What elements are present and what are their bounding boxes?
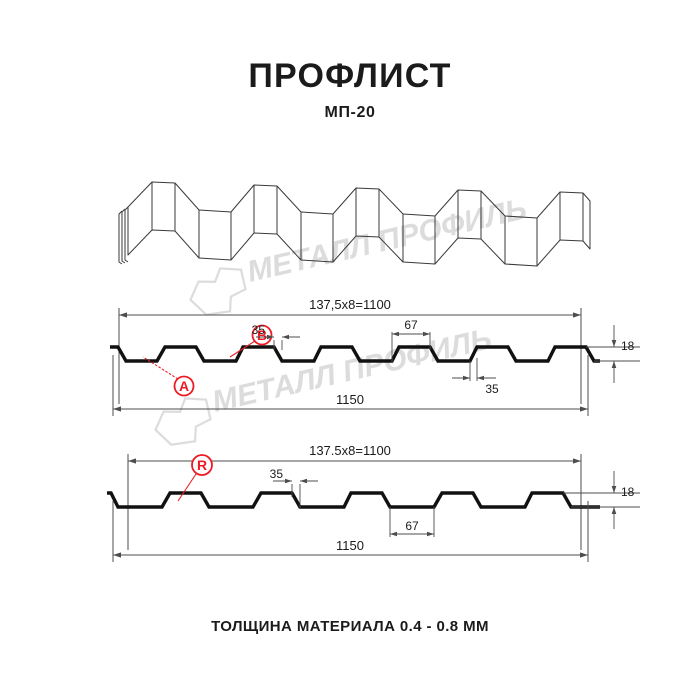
dim-bottom-2-label: 1150 <box>336 538 364 553</box>
watermark-logo-icon <box>189 267 247 316</box>
dim-rib-2-label: 35 <box>270 467 284 481</box>
watermark-group: МЕТАЛЛ ПРОФИЛЬ МЕТАЛЛ ПРОФИЛЬ <box>154 192 530 446</box>
dim-height-2 <box>563 471 640 529</box>
dim-height-1 <box>586 325 640 383</box>
profile-r-section <box>107 491 600 509</box>
marker-r: R <box>177 454 213 502</box>
marker-a: A <box>142 356 195 397</box>
marker-r-label: R <box>197 457 207 473</box>
dim-valley-1 <box>391 331 431 362</box>
profile-a-group: 137,5x8=1100 A B <box>110 297 640 416</box>
marker-r-circle <box>191 454 213 476</box>
marker-a-label: A <box>179 378 189 394</box>
dim-rib-2 <box>273 478 318 508</box>
dim-height-2-label: 18 <box>621 485 635 499</box>
dim-top-2-label: 137.5x8=1100 <box>309 443 391 458</box>
profile-a-section <box>110 345 600 363</box>
watermark-logo-icon <box>154 397 212 446</box>
dim-top-1 <box>118 308 582 404</box>
dim-bottom-1-label: 1150 <box>336 392 364 407</box>
dim-rib-1-lower-label: 35 <box>485 382 499 396</box>
thickness-note: ТОЛЩИНА МАТЕРИАЛА 0.4 - 0.8 ММ <box>211 618 489 635</box>
profile-r-group: 137.5x8=1100 R 35 <box>107 443 640 562</box>
profiled-sheet-isometric <box>118 181 591 267</box>
marker-b-label: B <box>257 327 267 343</box>
marker-b-circle <box>251 324 273 346</box>
watermark-text: МЕТАЛЛ ПРОФИЛЬ <box>244 192 530 288</box>
dim-rib-1-label: 35 <box>252 323 266 337</box>
dim-bottom-2 <box>112 501 589 562</box>
dim-height-1-label: 18 <box>621 339 635 353</box>
dim-top-1-label: 137,5x8=1100 <box>309 297 391 312</box>
product-code: МП-20 <box>324 104 376 121</box>
dim-valley-2-label: 67 <box>405 519 419 533</box>
marker-b: B <box>229 324 273 358</box>
dim-valley-2 <box>389 507 435 537</box>
dim-rib-1-lower <box>452 358 496 381</box>
dim-valley-1-label: 67 <box>404 318 418 332</box>
dim-rib-1 <box>256 334 300 350</box>
dim-bottom-1 <box>112 355 589 416</box>
page-title: ПРОФЛИСТ <box>248 57 452 95</box>
marker-a-circle <box>173 375 195 397</box>
